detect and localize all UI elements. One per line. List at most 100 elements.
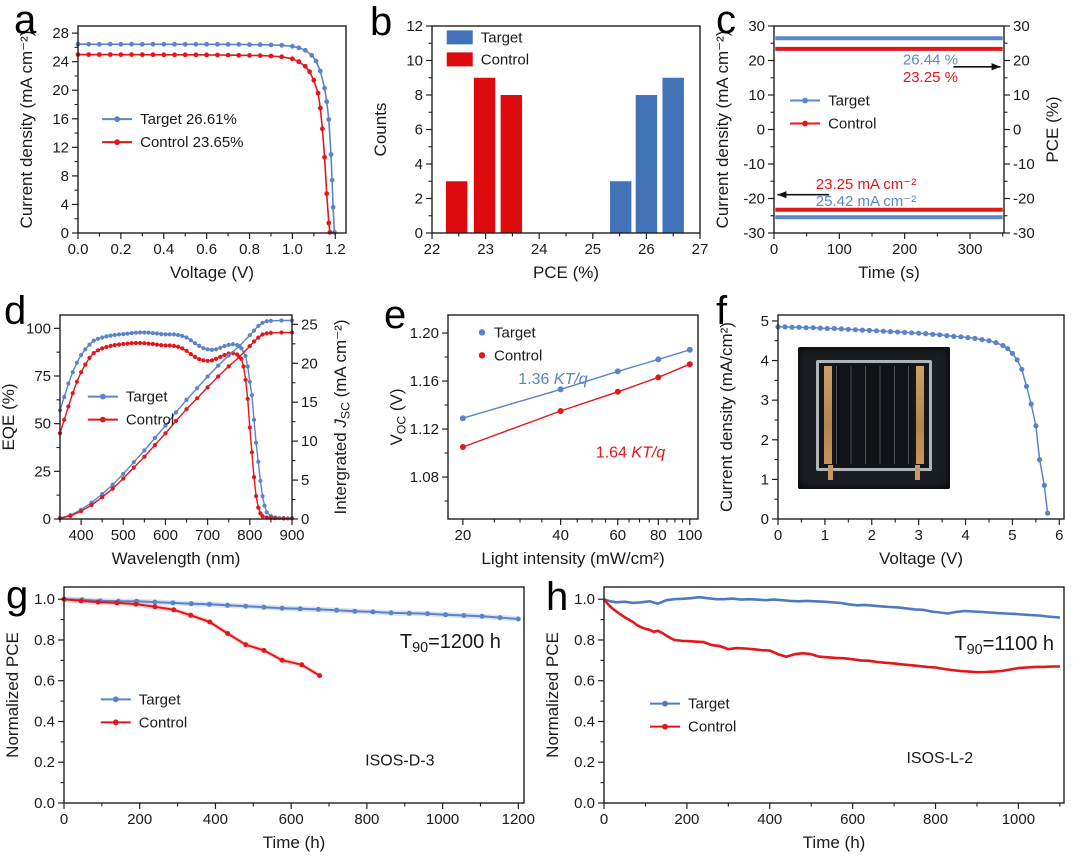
svg-text:22: 22 <box>424 241 441 258</box>
svg-text:200: 200 <box>674 811 699 828</box>
svg-text:Time (h): Time (h) <box>263 833 326 852</box>
svg-text:0.8: 0.8 <box>34 632 55 649</box>
svg-text:Wavelength (nm): Wavelength (nm) <box>112 549 241 568</box>
panel-d: d 400 500 600 700 800 900 0 25 50 75 100 0 5 10 15 20 25… <box>0 285 370 573</box>
svg-text:5: 5 <box>1008 527 1016 544</box>
svg-text:Target: Target <box>126 389 169 406</box>
svg-text:400: 400 <box>757 811 782 828</box>
svg-text:100: 100 <box>26 320 51 337</box>
panel-g-chart: 0 200 400 600 800 1000 1200 0.0 0.2 0.4 0.6 0.8 1.0 T… <box>3 586 535 852</box>
svg-text:500: 500 <box>111 527 136 544</box>
svg-text:75: 75 <box>34 368 51 385</box>
svg-text:800: 800 <box>237 527 262 544</box>
svg-text:Current density (mA cm⁻²): Current density (mA cm⁻²) <box>17 31 36 229</box>
svg-text:700: 700 <box>195 527 220 544</box>
svg-text:Voltage (V): Voltage (V) <box>170 263 254 282</box>
svg-text:0: 0 <box>757 122 765 139</box>
svg-text:1200: 1200 <box>502 811 535 828</box>
svg-text:5: 5 <box>301 472 309 489</box>
panel-f: f 0 1 2 3 4 5 6 0 1 2 3 4 5 Voltage (V) Current densit… <box>712 285 1080 573</box>
svg-text:Light intensity (mW/cm²): Light intensity (mW/cm²) <box>481 549 664 568</box>
svg-text:400: 400 <box>69 527 94 544</box>
svg-text:Intergrated JSC (mA cm⁻²): Intergrated JSC (mA cm⁻²) <box>331 319 352 514</box>
svg-text:PCE (%): PCE (%) <box>533 263 599 282</box>
panel-c-chart: 0 100 200 300 -30 -20 -10 0 10 20 30 -30 -20 -10 0 10 20… <box>714 18 1062 282</box>
svg-text:1.16: 1.16 <box>410 373 439 390</box>
svg-text:30: 30 <box>748 18 765 35</box>
svg-text:-10: -10 <box>743 156 765 173</box>
svg-text:24: 24 <box>52 54 69 71</box>
svg-text:0: 0 <box>1013 122 1021 139</box>
svg-text:10: 10 <box>301 433 318 450</box>
svg-text:2: 2 <box>761 432 769 449</box>
svg-text:1.08: 1.08 <box>410 469 439 486</box>
svg-text:Control: Control <box>494 347 542 364</box>
svg-text:Control: Control <box>481 51 529 68</box>
svg-text:23: 23 <box>477 241 494 258</box>
module-active-area <box>835 365 913 465</box>
svg-text:25: 25 <box>34 463 51 480</box>
svg-text:900: 900 <box>279 527 304 544</box>
svg-text:Current density (mA/cm²): Current density (mA/cm²) <box>717 322 736 512</box>
panel-f-chart: 0 1 2 3 4 5 6 0 1 2 3 4 5 Voltage (V) Current density … <box>717 313 1065 568</box>
svg-text:-10: -10 <box>1013 156 1035 173</box>
svg-text:0.0: 0.0 <box>574 795 595 812</box>
svg-text:4: 4 <box>961 527 969 544</box>
svg-text:8: 8 <box>415 87 423 104</box>
svg-text:24: 24 <box>531 241 548 258</box>
panel-a-chart: 0.0 0.2 0.4 0.6 0.8 1.0 1.2 0 4 8 12 16 20 24 28 Voltag… <box>17 25 347 282</box>
svg-text:1.36 KT/q: 1.36 KT/q <box>518 371 587 388</box>
svg-text:0.4: 0.4 <box>34 713 55 730</box>
svg-text:1: 1 <box>821 527 829 544</box>
svg-text:Normalized PCE: Normalized PCE <box>3 632 22 758</box>
svg-text:50: 50 <box>34 416 51 433</box>
svg-text:4: 4 <box>415 156 423 173</box>
svg-text:0.2: 0.2 <box>34 754 55 771</box>
svg-text:1: 1 <box>761 471 769 488</box>
svg-text:16: 16 <box>52 111 69 128</box>
svg-text:-30: -30 <box>743 225 765 242</box>
svg-text:Target: Target <box>688 696 731 713</box>
svg-text:800: 800 <box>923 811 948 828</box>
svg-text:0: 0 <box>600 811 608 828</box>
module-contact-tab-left <box>827 465 834 481</box>
svg-text:600: 600 <box>840 811 865 828</box>
svg-text:-30: -30 <box>1013 225 1035 242</box>
svg-text:Time (s): Time (s) <box>858 263 920 282</box>
panel-letter-b: b <box>370 0 393 44</box>
module-photo <box>798 347 950 489</box>
svg-text:100: 100 <box>827 241 852 258</box>
panel-letter-d: d <box>4 289 27 333</box>
svg-text:80: 80 <box>650 527 667 544</box>
svg-text:26: 26 <box>638 241 655 258</box>
svg-text:VOC (V): VOC (V) <box>387 388 408 445</box>
svg-text:Target: Target <box>828 93 871 110</box>
svg-text:0.6: 0.6 <box>574 673 595 690</box>
svg-text:2: 2 <box>868 527 876 544</box>
panel-h-chart: 0 200 400 600 800 1000 0.0 0.2 0.4 0.6 0.8 1.0 Time … <box>543 586 1065 852</box>
svg-text:25: 25 <box>301 316 318 333</box>
svg-text:1000: 1000 <box>1002 811 1035 828</box>
svg-text:Counts: Counts <box>371 103 390 157</box>
svg-text:28: 28 <box>52 25 69 42</box>
svg-text:0.4: 0.4 <box>574 713 595 730</box>
svg-text:1.20: 1.20 <box>410 325 439 342</box>
svg-text:400: 400 <box>203 811 228 828</box>
panel-a: a 0.0 0.2 0.4 0.6 0.8 1.0 1.2 0 4 8 12 16 20 24 28 Volt… <box>0 0 362 285</box>
svg-text:300: 300 <box>958 241 983 258</box>
svg-text:10: 10 <box>406 53 423 70</box>
svg-text:Time (h): Time (h) <box>803 833 866 852</box>
svg-text:1.0: 1.0 <box>574 591 595 608</box>
svg-text:EQE (%): EQE (%) <box>0 383 18 450</box>
svg-text:4: 4 <box>61 196 69 213</box>
svg-text:0.6: 0.6 <box>34 673 55 690</box>
svg-text:20: 20 <box>748 53 765 70</box>
svg-text:0.0: 0.0 <box>34 795 55 812</box>
svg-text:0.4: 0.4 <box>153 241 174 258</box>
svg-text:0: 0 <box>761 511 769 528</box>
svg-text:20: 20 <box>52 82 69 99</box>
svg-text:0.2: 0.2 <box>110 241 131 258</box>
svg-text:2: 2 <box>415 191 423 208</box>
panel-c: c 0 100 200 300 -30 -20 -10 0 10 20 30 -30 -20 -10 0 10… <box>714 0 1080 285</box>
